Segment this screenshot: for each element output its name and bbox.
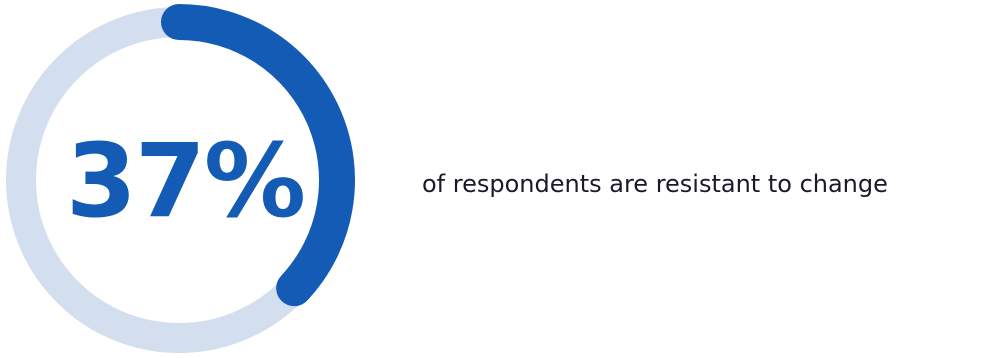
donut-slice-resistant [161,4,355,307]
percent-value: 37% [65,121,306,241]
donut-svg [6,4,355,353]
stat-caption: of respondents are resistant to change [422,170,888,198]
donut-chart [0,0,358,358]
